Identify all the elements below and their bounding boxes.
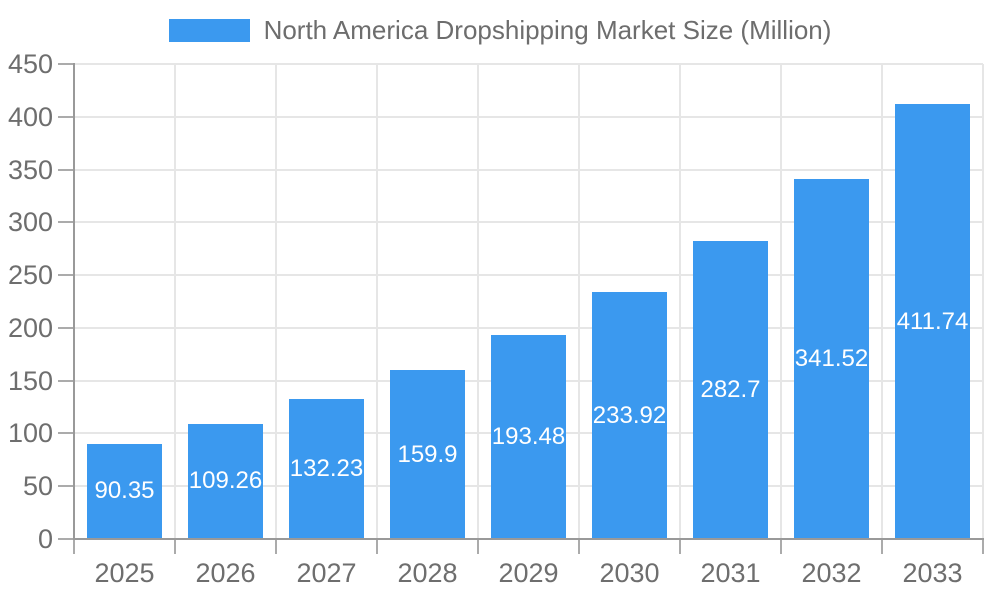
bar-value-label: 233.92	[592, 401, 667, 429]
y-axis-label: 50	[22, 471, 53, 502]
bar-value-label: 90.35	[94, 477, 155, 505]
x-axis-label: 2030	[599, 558, 660, 588]
y-axis-tick	[58, 168, 74, 171]
y-axis-label: 400	[7, 101, 53, 132]
gridline-vertical	[881, 64, 883, 539]
bar-value-label: 132.23	[289, 455, 364, 483]
x-axis-tick	[275, 539, 277, 554]
x-axis-label: 2033	[902, 558, 963, 588]
x-axis-label: 2026	[195, 558, 256, 588]
gridline-vertical	[679, 64, 681, 539]
y-axis-label: 150	[7, 365, 53, 396]
y-axis-tick	[58, 538, 74, 540]
bar-value-label: 341.52	[794, 344, 869, 372]
x-axis-tick	[881, 539, 883, 554]
x-axis-label: 2032	[801, 558, 862, 588]
bar-value-label: 282.7	[700, 375, 761, 403]
gridline-horizontal	[74, 274, 983, 277]
y-axis-label: 300	[7, 207, 53, 238]
x-axis-tick	[780, 539, 782, 554]
gridline-horizontal	[74, 115, 983, 118]
x-axis-label: 2029	[498, 558, 559, 588]
gridline-horizontal	[74, 221, 983, 224]
y-axis-label: 350	[7, 154, 53, 185]
bar-2028[interactable]	[390, 370, 465, 539]
gridline-vertical	[578, 64, 580, 539]
x-axis-tick	[174, 539, 176, 554]
gridline-horizontal	[74, 326, 983, 329]
y-axis-tick	[58, 485, 74, 488]
gridline-horizontal	[74, 63, 983, 65]
y-axis-label: 450	[7, 49, 53, 79]
bar-value-label: 411.74	[896, 307, 969, 335]
x-axis-label: 2025	[94, 558, 155, 588]
gridline-vertical	[376, 64, 378, 539]
bar-2033[interactable]	[895, 104, 970, 539]
y-axis-tick	[58, 379, 74, 382]
bar-2025[interactable]	[87, 443, 162, 539]
y-axis-tick	[58, 432, 74, 435]
gridline-vertical	[982, 64, 984, 539]
x-axis-line	[73, 538, 984, 540]
gridline-vertical	[477, 64, 479, 539]
gridline-horizontal	[74, 168, 983, 171]
bar-2027[interactable]	[289, 399, 364, 539]
legend-item[interactable]: North America Dropshipping Market Size (…	[0, 13, 1000, 47]
bar-2029[interactable]	[491, 334, 566, 539]
bar-value-label: 109.26	[188, 467, 263, 495]
x-axis-label: 2031	[700, 558, 761, 588]
x-axis-tick	[376, 539, 378, 554]
x-axis-tick	[982, 539, 984, 554]
y-axis-label: 200	[7, 312, 53, 343]
x-axis-tick	[578, 539, 580, 554]
bar-2026[interactable]	[188, 423, 263, 539]
y-axis-tick	[58, 63, 74, 65]
y-axis-label: 100	[7, 418, 53, 449]
y-axis-tick	[58, 115, 74, 118]
bar-2030[interactable]	[592, 292, 667, 539]
x-axis-tick	[679, 539, 681, 554]
y-axis-tick	[58, 221, 74, 224]
y-axis-label: 250	[7, 260, 53, 291]
x-axis-tick	[477, 539, 479, 554]
x-axis-tick	[73, 539, 75, 554]
bar-value-label: 159.9	[397, 440, 458, 468]
bar-2031[interactable]	[693, 240, 768, 539]
bar-2032[interactable]	[794, 178, 869, 539]
y-axis-tick	[58, 274, 74, 277]
y-axis-label: 0	[37, 524, 53, 554]
x-axis-label: 2028	[397, 558, 458, 588]
legend-swatch	[168, 18, 250, 42]
bar-value-label: 193.48	[491, 422, 566, 450]
y-axis-line	[73, 63, 75, 539]
gridline-vertical	[780, 64, 782, 539]
y-axis-tick	[58, 326, 74, 329]
gridline-vertical	[275, 64, 277, 539]
x-axis-label: 2027	[296, 558, 357, 588]
legend-label: North America Dropshipping Market Size (…	[263, 14, 832, 45]
gridline-vertical	[174, 64, 176, 539]
